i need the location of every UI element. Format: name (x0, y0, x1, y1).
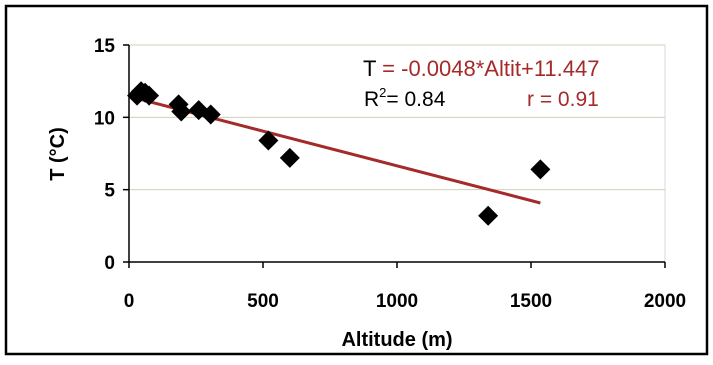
data-point (200, 104, 221, 125)
x-axis-title: Altitude (m) (341, 329, 452, 351)
equation-annotation: T = -0.0048*Altit+11.447 (363, 56, 599, 81)
equation-rest: = -0.0048*Altit+11.447 (376, 56, 599, 81)
data-point (279, 147, 300, 168)
x-tick-label: 1000 (376, 291, 418, 312)
r-squared-annotation: R2= 0.84 (364, 85, 446, 111)
r-annotation: r = 0.91 (527, 88, 599, 111)
equation-prefix: T (363, 56, 376, 81)
data-point (139, 85, 160, 106)
x-tick-label: 1500 (510, 291, 552, 312)
plot-area (128, 44, 666, 263)
y-tick-label: 5 (104, 181, 115, 202)
data-point (530, 159, 551, 180)
x-tick-label: 2000 (644, 291, 686, 312)
y-tick-label: 0 (104, 253, 115, 274)
r-squared-base: R (364, 88, 379, 111)
r-squared-sup: 2 (379, 85, 386, 100)
y-tick-label: 15 (94, 36, 116, 57)
y-axis-ticks: 0 5 10 15 (94, 36, 129, 274)
x-tick-label: 0 (124, 291, 135, 312)
gridlines (129, 44, 665, 191)
x-axis-ticks: 0 500 1000 1500 2000 (124, 262, 686, 312)
data-points (127, 81, 551, 226)
r-squared-value: = 0.84 (386, 88, 445, 111)
y-axis-title: T (°C) (47, 127, 69, 181)
data-point (171, 101, 192, 122)
x-tick-label: 500 (247, 291, 279, 312)
data-point (258, 130, 279, 151)
y-tick-label: 10 (94, 108, 115, 129)
data-point (478, 205, 499, 226)
